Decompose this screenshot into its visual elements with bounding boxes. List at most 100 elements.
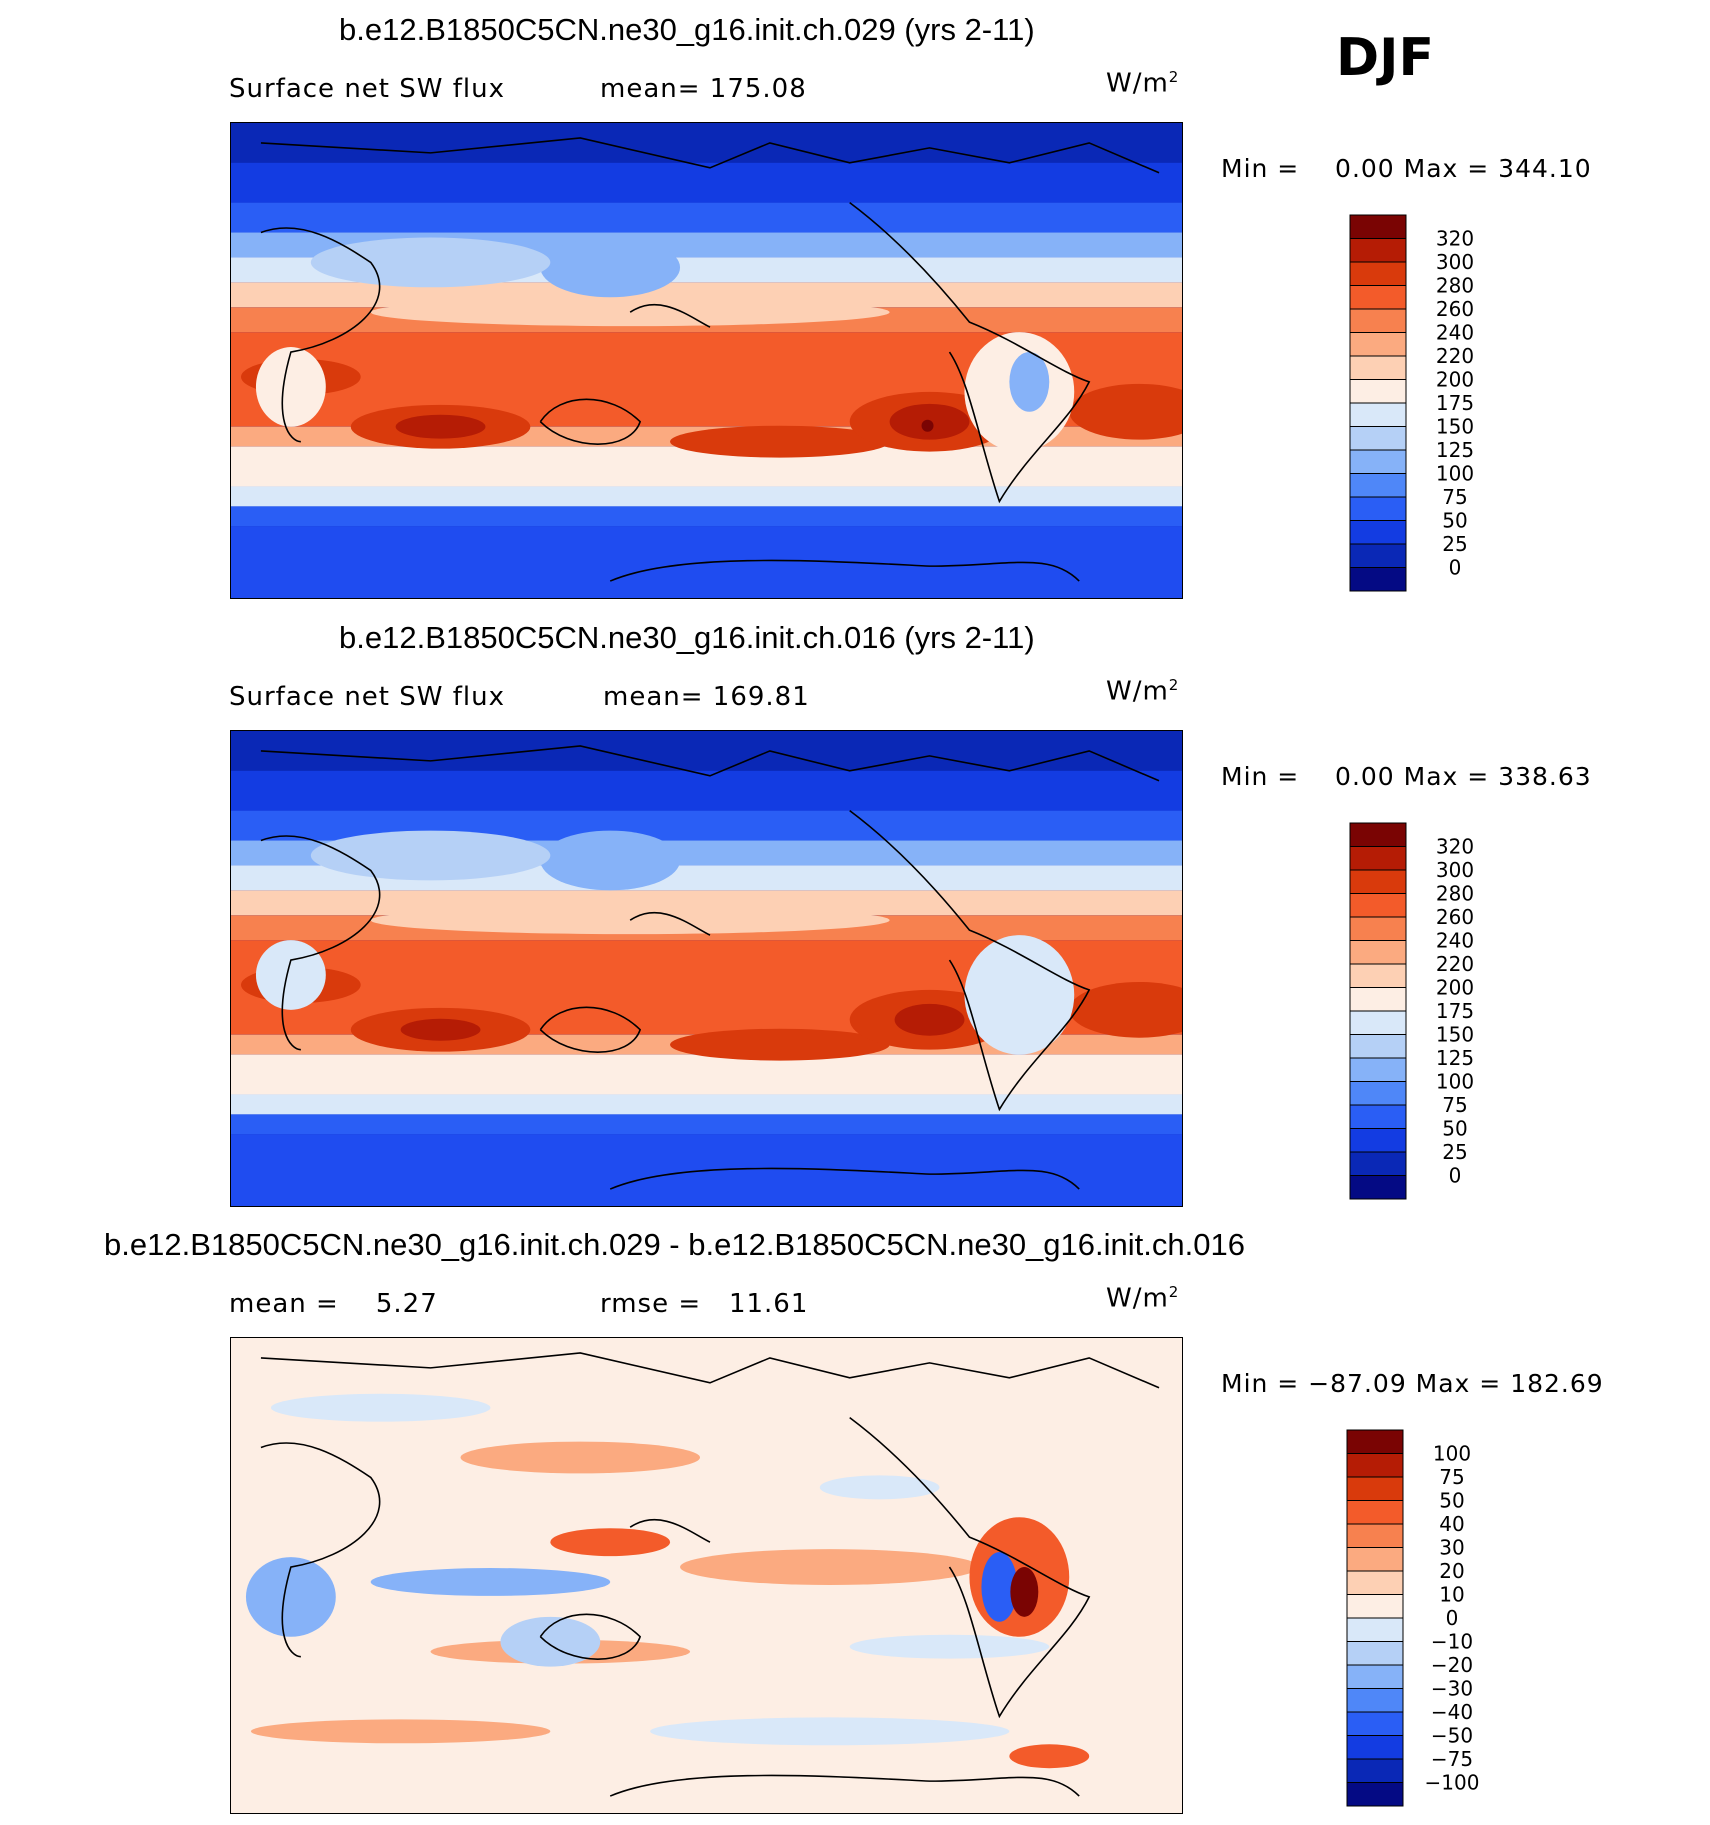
colorbar-tick-label: 260 (1436, 905, 1474, 929)
colorbar-swatch (1346, 1594, 1404, 1619)
colorbar-tick-label: 100 (1433, 1442, 1471, 1466)
panel-1-map (230, 122, 1183, 599)
colorbar-swatch (1349, 473, 1407, 498)
colorbar-swatch (1349, 893, 1407, 918)
colorbar-tick-label: 320 (1436, 835, 1474, 859)
panel-1-minmax: Min = 0.00 Max = 344.10 (1221, 154, 1592, 183)
colorbar-tick-label: 240 (1436, 321, 1474, 345)
colorbar-tick-label: −75 (1431, 1747, 1473, 1771)
colorbar-tick-label: −30 (1431, 1677, 1473, 1701)
colorbar-tick-label: 150 (1436, 1023, 1474, 1047)
colorbar-tick-label: 75 (1442, 485, 1467, 509)
colorbar-tick-label: 25 (1442, 1140, 1467, 1164)
panel-1-units: W/m2 (1106, 68, 1180, 99)
colorbar-tick-label: 0 (1446, 1606, 1459, 1630)
colorbar-swatch (1349, 308, 1407, 333)
colorbar-swatch (1346, 1500, 1404, 1525)
colorbar-swatch (1349, 449, 1407, 474)
colorbar-swatch (1349, 426, 1407, 451)
colorbar-swatch (1346, 1688, 1404, 1713)
colorbar-tick-label: 220 (1436, 952, 1474, 976)
colorbar-tick-label: 40 (1439, 1512, 1464, 1536)
colorbar-swatch (1349, 822, 1407, 847)
colorbar-tick-label: 280 (1436, 274, 1474, 298)
colorbar-tick-label: 300 (1436, 858, 1474, 882)
panel-3-title: b.e12.B1850C5CN.ne30_g16.init.ch.029 - b… (104, 1227, 1245, 1262)
colorbar-tick-label: 240 (1436, 929, 1474, 953)
colorbar-swatch (1349, 543, 1407, 568)
colorbar-tick-label: −10 (1431, 1630, 1473, 1654)
panel-3-units: W/m2 (1106, 1283, 1180, 1314)
colorbar-tick-label: −20 (1431, 1653, 1473, 1677)
colorbar-tick-label: 30 (1439, 1536, 1464, 1560)
colorbar-tick-label: −40 (1431, 1700, 1473, 1724)
colorbar-tick-label: 175 (1436, 999, 1474, 1023)
colorbar-tick-label: 0 (1449, 556, 1462, 580)
colorbar-swatch (1349, 379, 1407, 404)
colorbar-swatch (1346, 1523, 1404, 1548)
colorbar-tick-label: 10 (1439, 1583, 1464, 1607)
panel-2-variable-label: Surface net SW flux (229, 682, 505, 712)
colorbar-swatch (1346, 1664, 1404, 1689)
colorbar-tick-label: 0 (1449, 1164, 1462, 1188)
panel-1-title: b.e12.B1850C5CN.ne30_g16.init.ch.029 (yr… (339, 12, 1035, 47)
colorbar-swatch (1349, 963, 1407, 988)
colorbar-tick-label: 150 (1436, 415, 1474, 439)
panel-2-field (231, 731, 1182, 1206)
panel-3-map (230, 1337, 1183, 1814)
panel-1-mean-label: mean= 175.08 (600, 74, 807, 104)
panel-1-variable-label: Surface net SW flux (229, 74, 505, 104)
colorbar-swatch (1346, 1735, 1404, 1760)
colorbar-tick-label: 320 (1436, 227, 1474, 251)
colorbar-swatch (1349, 332, 1407, 357)
colorbar-tick-label: 20 (1439, 1559, 1464, 1583)
colorbar-swatch (1349, 869, 1407, 894)
colorbar-swatch (1346, 1547, 1404, 1572)
panel-2-mean-label: mean= 169.81 (603, 682, 810, 712)
colorbar-tick-label: −100 (1425, 1771, 1480, 1795)
colorbar-swatch (1349, 261, 1407, 286)
colorbar-tick-label: 300 (1436, 250, 1474, 274)
panel-1-colorbar: 320 300 280 260 240 220 200 175 150 125 100 75 50 25 0 (1349, 214, 1489, 592)
colorbar-swatch (1349, 355, 1407, 380)
colorbar-tick-label: 25 (1442, 532, 1467, 556)
colorbar-swatch (1349, 1175, 1407, 1200)
colorbar-swatch (1349, 520, 1407, 545)
colorbar-swatch (1346, 1641, 1404, 1666)
colorbar-tick-label: 175 (1436, 391, 1474, 415)
panel-3-colorbar: 100 75 50 40 30 20 10 0 −10 −20 −30 −40 −50 −75 −100 (1346, 1429, 1496, 1807)
colorbar-swatch (1346, 1453, 1404, 1478)
colorbar-tick-label: 50 (1439, 1489, 1464, 1513)
colorbar-tick-label: 125 (1436, 438, 1474, 462)
panel-2-minmax: Min = 0.00 Max = 338.63 (1221, 762, 1592, 791)
colorbar-tick-label: 100 (1436, 1070, 1474, 1094)
colorbar-tick-label: 200 (1436, 368, 1474, 392)
colorbar-swatch (1349, 940, 1407, 965)
panel-3-field (231, 1338, 1182, 1813)
colorbar-swatch (1349, 285, 1407, 310)
panel-2-units: W/m2 (1106, 676, 1180, 707)
colorbar-tick-label: 200 (1436, 976, 1474, 1000)
panel-2-title: b.e12.B1850C5CN.ne30_g16.init.ch.016 (yr… (339, 620, 1035, 655)
colorbar-tick-label: 220 (1436, 344, 1474, 368)
colorbar-tick-label: 280 (1436, 882, 1474, 906)
colorbar-swatch (1349, 1128, 1407, 1153)
colorbar-swatch (1346, 1429, 1404, 1454)
colorbar-swatch (1349, 1034, 1407, 1059)
colorbar-swatch (1349, 916, 1407, 941)
colorbar-tick-label: 100 (1436, 462, 1474, 486)
colorbar-swatch (1346, 1711, 1404, 1736)
colorbar-tick-label: 125 (1436, 1046, 1474, 1070)
colorbar-swatch (1349, 402, 1407, 427)
colorbar-swatch (1349, 214, 1407, 239)
colorbar-swatch (1346, 1758, 1404, 1783)
colorbar-swatch (1349, 1104, 1407, 1129)
colorbar-swatch (1349, 1010, 1407, 1035)
colorbar-swatch (1349, 238, 1407, 263)
panel-1-field (231, 123, 1182, 598)
panel-2-map (230, 730, 1183, 1207)
colorbar-swatch (1349, 1081, 1407, 1106)
colorbar-swatch (1349, 567, 1407, 592)
season-label: DJF (1336, 28, 1435, 88)
colorbar-swatch (1349, 496, 1407, 521)
